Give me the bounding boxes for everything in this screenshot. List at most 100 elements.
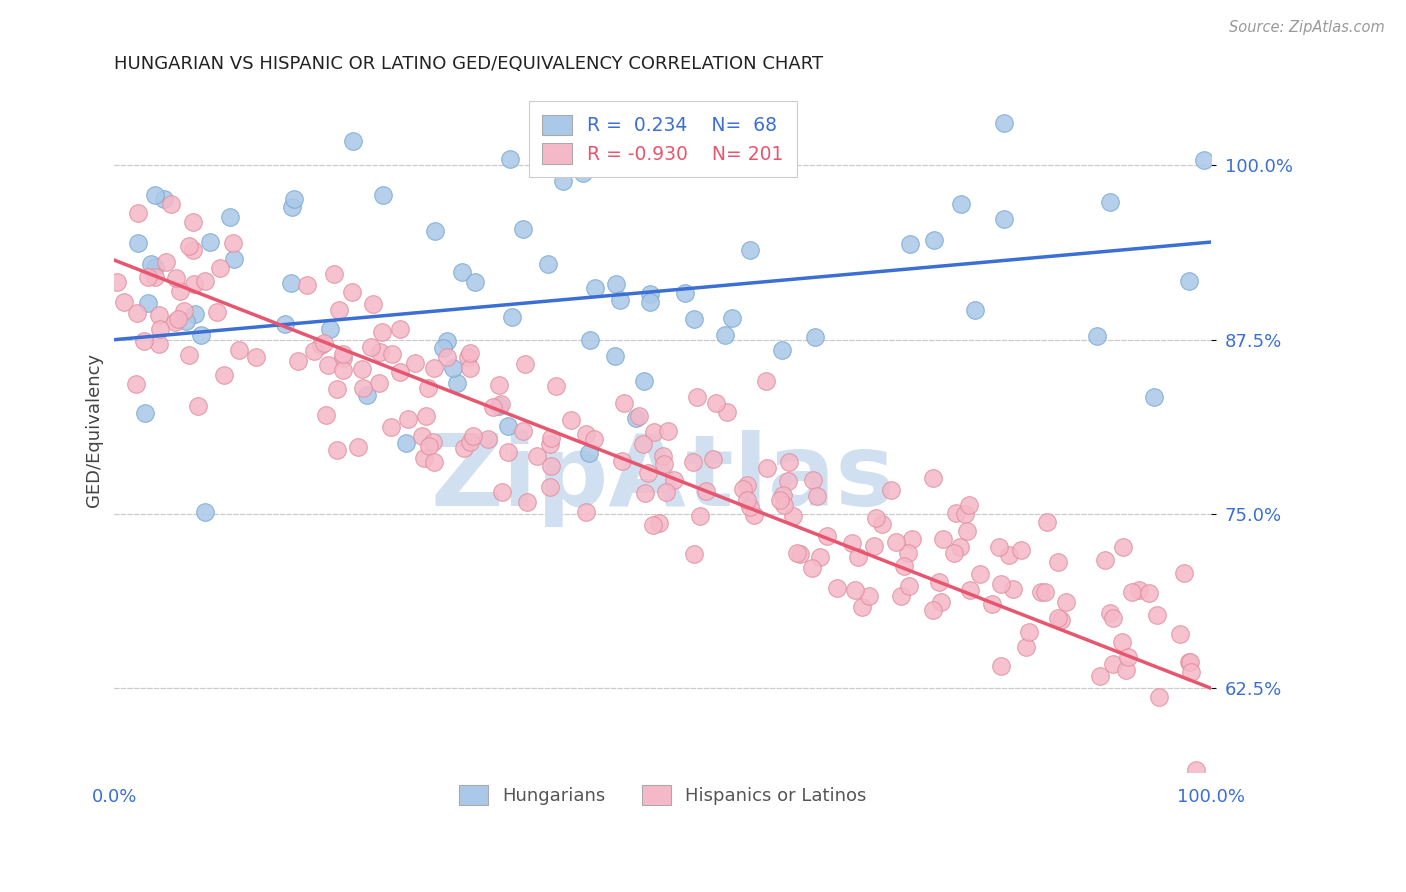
Point [603, 349, 626, 363]
Point [583, 432, 606, 446]
Point [332, 363, 354, 377]
Point [945, 506, 967, 520]
Point [634, 486, 657, 500]
Point [1137, 586, 1160, 600]
Point [540, 458, 562, 473]
Point [969, 566, 991, 581]
Point [538, 480, 561, 494]
Point [1121, 585, 1143, 599]
Point [302, 343, 325, 358]
Point [733, 482, 755, 496]
Point [880, 483, 903, 498]
Point [149, 321, 172, 335]
Point [194, 274, 217, 288]
Point [361, 297, 384, 311]
Point [782, 509, 804, 524]
Point [641, 517, 664, 532]
Point [844, 582, 866, 597]
Point [1168, 626, 1191, 640]
Point [998, 548, 1021, 562]
Point [388, 322, 411, 336]
Point [1001, 582, 1024, 597]
Point [205, 304, 228, 318]
Point [786, 546, 808, 560]
Point [578, 446, 600, 460]
Point [148, 337, 170, 351]
Point [458, 434, 481, 449]
Point [1099, 606, 1122, 620]
Point [461, 429, 484, 443]
Point [1018, 624, 1040, 639]
Point [801, 473, 824, 487]
Point [489, 397, 512, 411]
Point [1116, 649, 1139, 664]
Point [637, 466, 659, 480]
Point [695, 484, 717, 499]
Point [990, 658, 1012, 673]
Point [755, 375, 778, 389]
Point [890, 589, 912, 603]
Point [326, 383, 349, 397]
Point [423, 455, 446, 469]
Point [501, 310, 523, 325]
Point [482, 400, 505, 414]
Point [643, 425, 665, 439]
Point [125, 377, 148, 392]
Point [214, 368, 236, 383]
Point [370, 344, 392, 359]
Text: Source: ZipAtlas.com: Source: ZipAtlas.com [1229, 20, 1385, 35]
Point [851, 599, 873, 614]
Point [772, 488, 794, 502]
Point [689, 508, 711, 523]
Point [309, 338, 332, 352]
Point [512, 424, 534, 438]
Point [648, 516, 671, 530]
Point [332, 351, 354, 366]
Point [132, 334, 155, 349]
Point [155, 255, 177, 269]
Point [1180, 665, 1202, 679]
Point [436, 334, 458, 348]
Text: ZipAtlas: ZipAtlas [430, 430, 896, 526]
Point [928, 575, 950, 590]
Point [315, 408, 337, 422]
Point [1010, 542, 1032, 557]
Point [789, 547, 811, 561]
Point [136, 296, 159, 310]
Point [139, 257, 162, 271]
Point [740, 243, 762, 257]
Point [613, 396, 636, 410]
Point [772, 498, 794, 512]
Point [127, 236, 149, 251]
Point [1015, 640, 1038, 654]
Point [551, 174, 574, 188]
Point [922, 471, 945, 485]
Point [496, 418, 519, 433]
Point [114, 294, 136, 309]
Point [893, 559, 915, 574]
Point [388, 365, 411, 379]
Point [776, 475, 799, 489]
Point [949, 540, 972, 554]
Point [686, 390, 709, 404]
Point [395, 436, 418, 450]
Point [181, 243, 204, 257]
Point [624, 411, 647, 425]
Point [404, 356, 426, 370]
Point [929, 594, 952, 608]
Point [721, 311, 744, 326]
Point [422, 434, 444, 449]
Point [297, 277, 319, 292]
Point [897, 546, 920, 560]
Point [714, 328, 737, 343]
Point [702, 452, 724, 467]
Point [922, 602, 945, 616]
Point [453, 442, 475, 456]
Point [148, 309, 170, 323]
Point [370, 325, 392, 339]
Point [464, 275, 486, 289]
Point [901, 532, 924, 546]
Point [683, 311, 706, 326]
Point [682, 547, 704, 561]
Point [441, 361, 464, 376]
